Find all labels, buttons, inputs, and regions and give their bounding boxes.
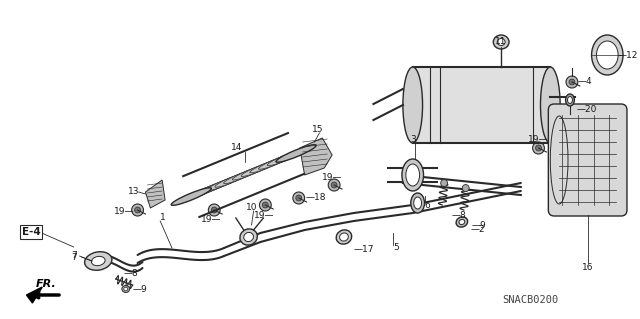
Ellipse shape — [240, 229, 257, 245]
Text: 3: 3 — [411, 136, 417, 145]
Text: 7: 7 — [71, 253, 77, 262]
Ellipse shape — [244, 233, 253, 241]
Ellipse shape — [122, 286, 130, 293]
Text: 5: 5 — [393, 243, 399, 253]
Ellipse shape — [493, 35, 509, 49]
Circle shape — [259, 199, 271, 211]
Ellipse shape — [403, 67, 422, 143]
Text: 19—: 19— — [114, 207, 134, 217]
Circle shape — [569, 79, 575, 85]
Text: —12: —12 — [617, 50, 637, 60]
FancyBboxPatch shape — [548, 104, 627, 216]
Text: 19—: 19— — [202, 216, 222, 225]
Circle shape — [328, 179, 340, 191]
Circle shape — [134, 207, 141, 213]
Ellipse shape — [591, 35, 623, 75]
Ellipse shape — [259, 152, 299, 169]
Text: —2: —2 — [470, 226, 485, 234]
Ellipse shape — [198, 177, 237, 194]
Ellipse shape — [596, 41, 618, 69]
Ellipse shape — [413, 197, 422, 209]
Ellipse shape — [568, 97, 572, 103]
Ellipse shape — [172, 188, 211, 205]
Ellipse shape — [250, 156, 290, 173]
Text: —8: —8 — [124, 270, 139, 278]
Text: 1: 1 — [160, 213, 166, 222]
Ellipse shape — [241, 159, 281, 176]
Text: —9: —9 — [472, 220, 486, 229]
Ellipse shape — [223, 167, 264, 184]
Ellipse shape — [206, 174, 246, 191]
Text: —20: —20 — [577, 106, 597, 115]
Text: —9: —9 — [132, 285, 147, 293]
Circle shape — [293, 192, 305, 204]
Circle shape — [532, 142, 545, 154]
Ellipse shape — [276, 145, 316, 162]
Text: 14: 14 — [231, 144, 243, 152]
Circle shape — [209, 204, 220, 216]
Ellipse shape — [441, 180, 447, 187]
Circle shape — [262, 202, 268, 208]
Ellipse shape — [215, 170, 255, 187]
Ellipse shape — [497, 39, 505, 46]
Circle shape — [536, 145, 541, 151]
Ellipse shape — [406, 164, 420, 186]
Circle shape — [566, 76, 578, 88]
Text: 10: 10 — [246, 204, 257, 212]
Ellipse shape — [232, 163, 273, 180]
Ellipse shape — [172, 188, 211, 205]
Ellipse shape — [189, 181, 229, 198]
Text: 15: 15 — [312, 125, 323, 135]
Ellipse shape — [92, 256, 105, 266]
Text: 19—: 19— — [253, 211, 274, 219]
Ellipse shape — [276, 145, 316, 162]
Text: —8: —8 — [452, 211, 467, 219]
Polygon shape — [145, 180, 165, 208]
Ellipse shape — [462, 185, 469, 192]
Ellipse shape — [402, 159, 424, 191]
Text: E-4: E-4 — [22, 227, 40, 237]
Circle shape — [296, 195, 301, 201]
Circle shape — [132, 204, 143, 216]
Text: 11: 11 — [495, 38, 507, 47]
Ellipse shape — [180, 184, 220, 202]
Text: 19—: 19— — [528, 136, 548, 145]
Text: FR.: FR. — [36, 279, 56, 289]
Text: SNACB0200: SNACB0200 — [502, 295, 559, 305]
Ellipse shape — [566, 94, 574, 106]
Ellipse shape — [84, 252, 112, 270]
Bar — [413, 67, 550, 143]
Text: —17: —17 — [354, 246, 374, 255]
Circle shape — [211, 207, 217, 213]
Text: 13: 13 — [128, 188, 140, 197]
Ellipse shape — [541, 67, 560, 143]
Circle shape — [331, 182, 337, 188]
Text: 16: 16 — [582, 263, 593, 271]
Text: 7: 7 — [71, 251, 77, 261]
Ellipse shape — [459, 219, 465, 225]
Text: —18: —18 — [306, 194, 326, 203]
Text: —4: —4 — [578, 78, 593, 86]
Ellipse shape — [340, 233, 348, 241]
Ellipse shape — [268, 148, 307, 166]
Polygon shape — [300, 138, 332, 175]
Ellipse shape — [456, 217, 468, 227]
Polygon shape — [26, 287, 42, 303]
Ellipse shape — [124, 287, 128, 291]
Text: 19—: 19— — [323, 173, 343, 182]
Ellipse shape — [411, 193, 424, 213]
Ellipse shape — [336, 230, 352, 244]
Text: 6: 6 — [424, 201, 430, 210]
